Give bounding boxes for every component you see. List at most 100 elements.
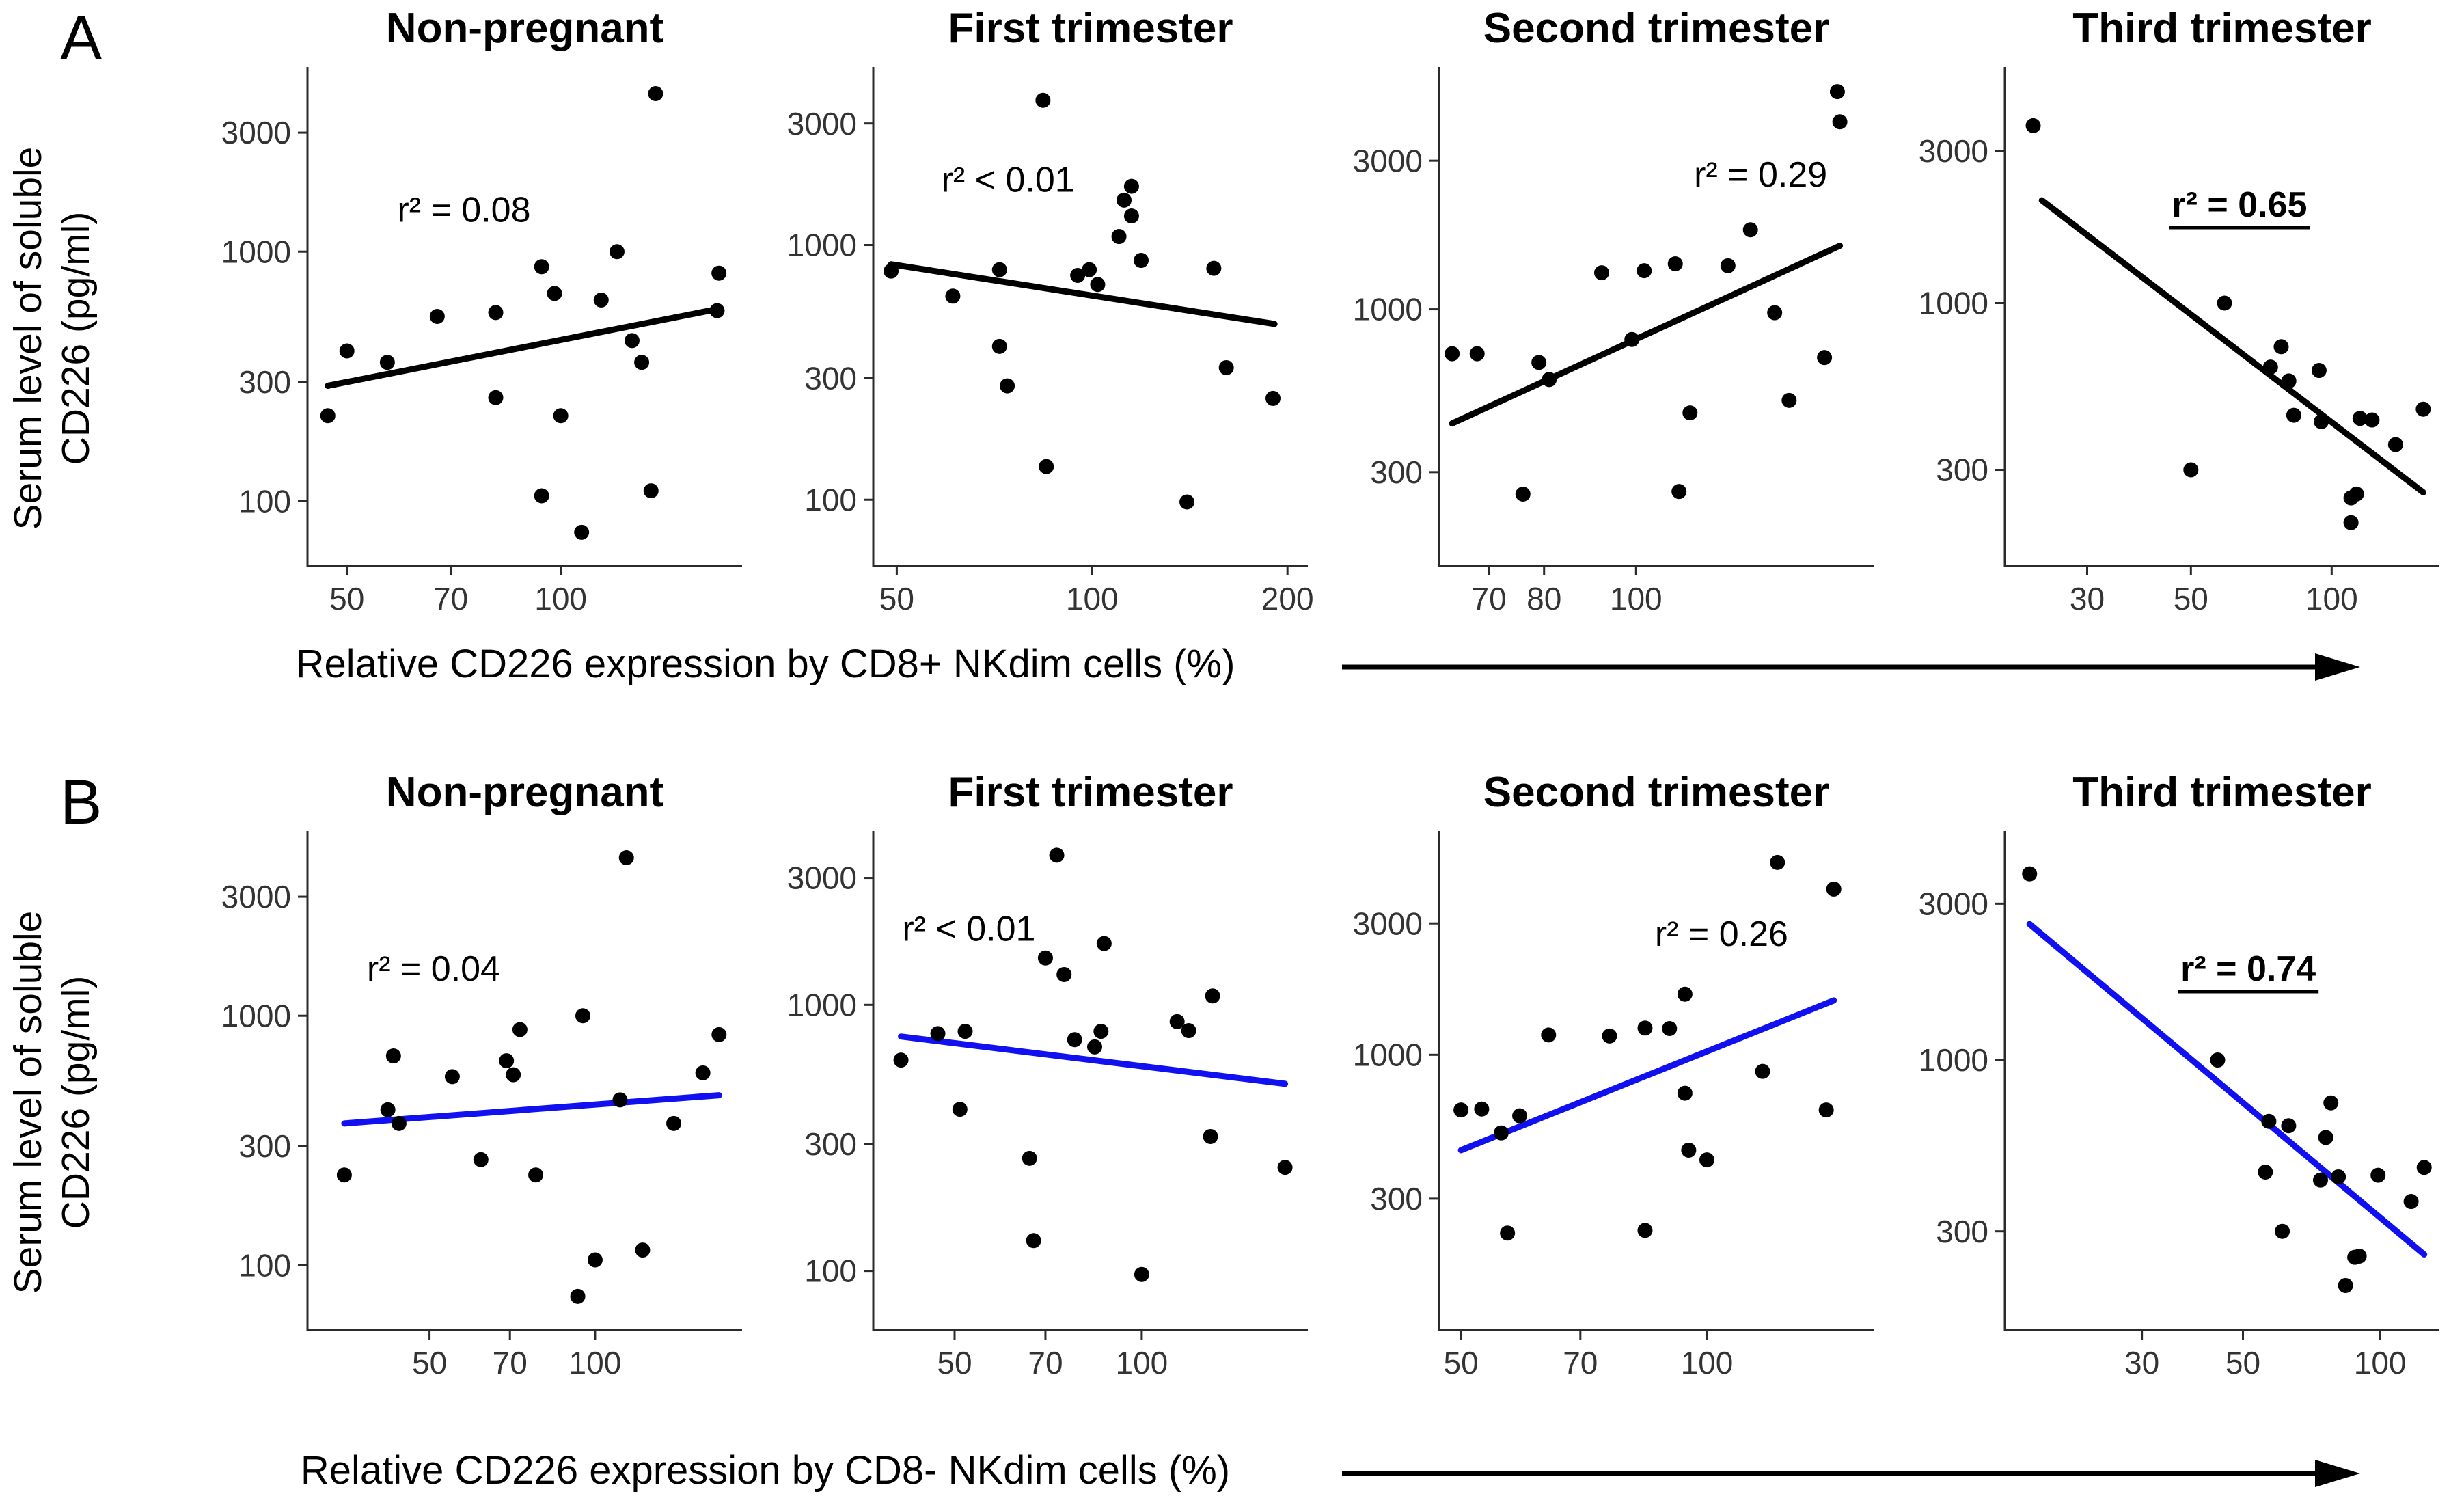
scatter-point [1117,192,1132,208]
scatter-point [1826,881,1842,897]
y-tick-label: 3000 [221,115,291,150]
scatter-point [1086,1039,1102,1055]
scatter-point [1203,1128,1218,1144]
axis-lines [1438,831,1874,1331]
scatter-point [2314,413,2329,429]
scatter-point [2364,412,2380,428]
scatter-point [1093,1024,1109,1039]
scatter-point [2323,1095,2339,1111]
scatter-point [1469,346,1485,362]
scatter-point [1720,258,1736,273]
x-tick-label: 70 [1563,1345,1598,1381]
scatter-point [1817,350,1833,366]
scatter-point [1770,854,1785,870]
scatter-point [1067,1032,1082,1048]
scatter-point [1179,494,1195,510]
scatter-point [711,265,727,281]
scatter-point [2258,1164,2273,1180]
r2-annotation: r² = 0.29 [1694,155,1827,195]
x-tick-label: 50 [937,1345,972,1381]
scatter-point [1515,486,1531,502]
scatter-point [1500,1225,1516,1241]
axis-lines [1438,67,1874,567]
scatter-point [2387,437,2403,452]
trend-line [2038,197,2426,495]
scatter-point [1039,459,1054,474]
y-axis-title-line1: Serum level of soluble [6,910,50,1294]
scatter-point [1637,1020,1653,1036]
scatter-point [473,1152,489,1167]
y-tick-label: 3000 [1353,143,1423,178]
y-tick-label: 1000 [787,987,857,1022]
y-tick-label: 1000 [1919,286,1988,321]
x-tick-label: 100 [2354,1345,2407,1381]
scatter-point [1265,390,1281,406]
trend-line [2026,921,2428,1258]
scatter-point [991,262,1007,277]
scatter-point [1070,267,1086,283]
axis-lines [306,67,742,567]
y-tick-label: 300 [804,1126,857,1162]
r2-annotation: r² < 0.01 [902,910,1035,949]
scatter-panel-a4: Third trimester 300 1000 3000 30 50 100 r² = 0.… [1895,0,2457,631]
x-tick-label: 50 [1444,1345,1479,1381]
axis-lines [872,67,1308,567]
scatter-point [2403,1194,2419,1210]
panel-title-b3: Second trimester [1483,769,1830,816]
y-tick-label: 3000 [1353,906,1423,941]
scatter-point [385,1048,401,1064]
scatter-point [444,1069,460,1085]
panel-title-a3: Second trimester [1483,5,1830,52]
scatter-point [1090,277,1106,293]
scatter-panel-a2: First trimester 100 300 1000 3000 50 100 200 r² … [764,0,1326,631]
plot-area-b1: 100 300 1000 3000 50 70 100 r² = 0.04 [221,831,742,1381]
scatter-panel-b1: Non-pregnant 100 300 1000 3000 50 70 100 r² = 0.… [198,764,760,1396]
scatter-panel-b2: First trimester 100 300 1000 3000 50 70 100 r² <… [764,764,1326,1396]
scatter-point [1818,1102,1834,1118]
r2-annotation: r² = 0.65 [2172,185,2307,225]
scatter-point [1082,262,1097,277]
panel-title-a4: Third trimester [2072,5,2372,52]
scatter-point [593,292,609,308]
scatter-point [1134,1266,1149,1282]
scatter-point [2338,1277,2353,1293]
scatter-point [893,1052,909,1068]
scatter-point [2370,1167,2386,1183]
x-tick-label: 50 [879,581,914,616]
x-axis-title-row-b: Relative CD226 expression by CD8- NKdim … [300,1448,1231,1493]
y-tick-label: 300 [1370,454,1423,490]
scatter-point [2311,363,2327,379]
scatter-point [1096,936,1112,951]
scatter-panel-b4: Third trimester 300 1000 3000 30 50 100 r² = 0.… [1895,764,2457,1396]
y-tick-label: 3000 [1919,886,1988,921]
scatter-point [1602,1028,1617,1044]
scatter-point [1593,265,1609,281]
scatter-point [695,1065,711,1080]
y-tick-label: 300 [238,1128,291,1164]
plot-area-a4: 300 1000 3000 30 50 100 r² = 0.65 [1919,67,2439,616]
scatter-point [574,524,590,540]
scatter-point [1832,114,1848,130]
x-tick-label: 50 [412,1345,447,1381]
scatter-point [547,286,562,301]
panel-letter-a: A [60,3,102,73]
y-axis-title-line1: Serum level of soluble [6,146,50,530]
scatter-point [2312,1172,2328,1188]
plot-area-b3: 300 1000 3000 50 70 100 r² = 0.26 [1353,831,1874,1381]
scatter-point [1000,378,1015,394]
y-tick-label: 100 [238,483,291,519]
scatter-panel-a3: Second trimester 300 1000 3000 70 80 100 r² = 0… [1330,0,1891,631]
x-tick-label: 100 [1681,1345,1734,1381]
plot-area-b4: 300 1000 3000 30 50 100 r² = 0.74 [1919,831,2439,1381]
scatter-point [2318,1130,2333,1145]
y-axis-title-row-a: Serum level of soluble CD226 (pg/ml) [5,31,107,646]
y-tick-label: 100 [804,1253,857,1289]
y-tick-label: 300 [1936,452,1988,488]
scatter-point [952,1102,968,1117]
scatter-point [624,333,640,349]
scatter-point [2331,1169,2346,1184]
r2-annotation: r² = 0.26 [1655,914,1788,954]
scatter-point [1474,1101,1490,1117]
scatter-point [512,1022,528,1037]
panels-row-a: Non-pregnant 100 300 1000 3000 50 70 100 r² = 0.… [198,0,2457,631]
